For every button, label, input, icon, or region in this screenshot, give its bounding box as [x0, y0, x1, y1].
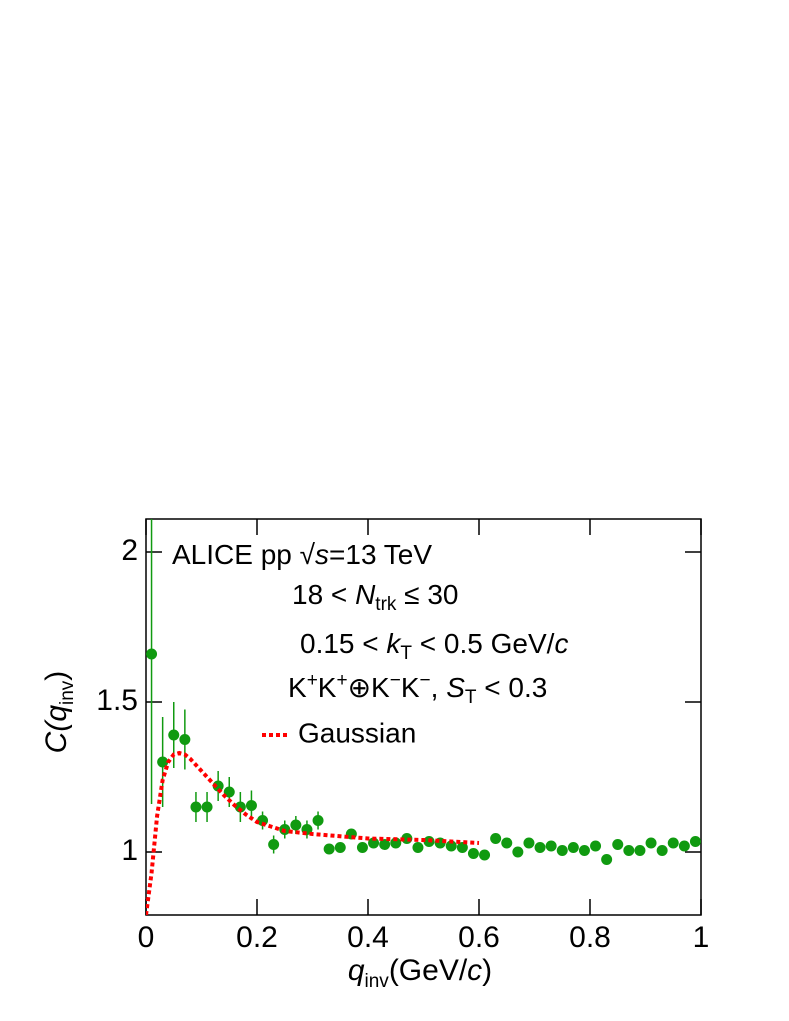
label-part: inv: [365, 971, 390, 992]
data-point: [245, 800, 257, 811]
y-axis-label: C(qinv): [40, 671, 78, 754]
annotation: 0.15 < kT < 0.5 GeV/c: [300, 628, 568, 664]
annotation-part: T: [465, 687, 477, 708]
annotation-part: +: [336, 670, 347, 691]
data-point: [523, 837, 535, 849]
data-point: [678, 840, 690, 852]
label-part: q: [348, 954, 365, 987]
label-part: ): [40, 671, 73, 681]
label-part: q: [40, 705, 73, 722]
data-point: [268, 839, 280, 850]
data-point: [612, 839, 624, 850]
annotation: ALICE pp √s=13 TeV: [172, 539, 432, 570]
x-tick-label: 0.2: [236, 921, 278, 954]
data-point: [512, 846, 524, 858]
data-point: [323, 843, 335, 855]
annotation-part: 18 <: [292, 579, 355, 610]
annotation-part: < 0.5 GeV/: [412, 628, 555, 659]
data-point: [534, 842, 546, 853]
data-point: [456, 842, 468, 853]
data-point: [667, 837, 679, 849]
data-point: [179, 734, 191, 745]
x-tick-label: 0.4: [347, 921, 389, 954]
y-tick-label: 1: [121, 834, 138, 867]
data-point: [201, 801, 213, 813]
data-point: [656, 845, 668, 856]
data-point: [689, 836, 701, 847]
label-part: ): [482, 954, 492, 987]
annotation-part: 0.15 <: [300, 628, 386, 659]
annotations: ALICE pp √s=13 TeV 18 < Ntrk ≤ 30 0.15 <…: [172, 539, 568, 708]
annotation-part: T: [400, 643, 412, 664]
legend-label: Gaussian: [298, 717, 416, 748]
annotation-part: N: [355, 579, 376, 610]
label-part: C(: [40, 719, 73, 754]
label-part: c: [467, 954, 482, 987]
annotation-part: trk: [375, 594, 397, 615]
x-tick-label: 0: [138, 921, 155, 954]
x-tick-label: 0.6: [458, 921, 500, 954]
data-point: [467, 848, 479, 859]
data-point: [379, 839, 391, 850]
y-tick-label: 1.5: [96, 684, 138, 717]
data-point: [623, 845, 635, 856]
data-point: [567, 842, 579, 853]
data-point: [479, 849, 491, 861]
x-tick-label: 1: [693, 921, 710, 954]
x-tick-label: 0.8: [569, 921, 611, 954]
annotation-part: K: [401, 672, 420, 703]
annotation: K+K+⊕K−K−, ST < 0.3: [288, 670, 547, 708]
data-point: [312, 815, 324, 826]
annotation-part: ,: [431, 672, 447, 703]
data-point: [578, 845, 590, 856]
data-point: [590, 840, 602, 852]
annotation-part: ≤ 30: [396, 579, 458, 610]
annotation-part: −: [420, 670, 431, 691]
annotation: 18 < Ntrk ≤ 30: [292, 579, 458, 615]
label-part: (GeV/: [389, 954, 468, 987]
label-part: inv: [57, 680, 78, 705]
annotation-part: K: [318, 672, 337, 703]
data-point: [645, 837, 657, 849]
annotation-part: S: [446, 672, 465, 703]
data-point: [601, 854, 613, 865]
annotation-part: √: [300, 539, 316, 570]
annotation-part: k: [386, 628, 402, 659]
annotation-part: K: [288, 672, 307, 703]
data-point: [290, 819, 302, 831]
data-point: [356, 842, 368, 853]
plot-frame: [145, 518, 702, 916]
plot-area: [146, 519, 701, 915]
data-point: [168, 729, 180, 741]
fit-line: [146, 750, 480, 915]
data-point: [556, 845, 568, 856]
data-point: [412, 842, 424, 853]
annotation-part: < 0.3: [477, 672, 548, 703]
data-point: [634, 845, 646, 856]
annotation-part: ⊕K: [348, 672, 390, 703]
data-point: [146, 648, 158, 660]
x-axis-label: qinv(GeV/c): [348, 954, 492, 992]
data-point: [501, 837, 513, 849]
annotation-part: ALICE pp: [172, 539, 300, 570]
annotation-part: −: [390, 670, 401, 691]
data-point: [334, 842, 346, 853]
annotation-part: =13 TeV: [329, 539, 432, 570]
annotation-part: s: [315, 539, 329, 570]
y-tick-label: 2: [121, 534, 138, 567]
data-point: [490, 833, 502, 844]
annotation-part: c: [554, 628, 568, 659]
data-point: [223, 786, 235, 798]
annotation-part: +: [307, 670, 318, 691]
data-point: [157, 756, 169, 768]
data-point: [190, 801, 202, 813]
data-point: [445, 840, 457, 852]
data-point: [390, 837, 402, 849]
data-point: [545, 840, 557, 852]
